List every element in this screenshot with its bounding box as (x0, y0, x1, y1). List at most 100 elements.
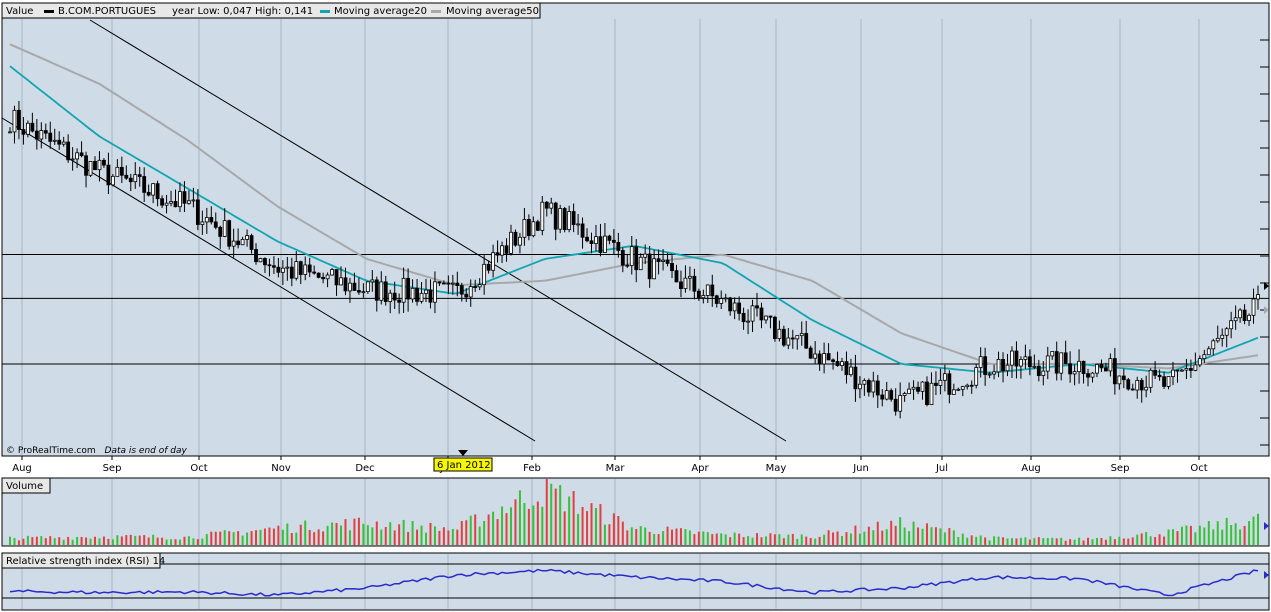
candle-body (773, 316, 777, 339)
volume-bar (187, 536, 190, 545)
candle-body (61, 141, 66, 145)
volume-bar (823, 534, 826, 545)
volume-bar (1221, 529, 1224, 545)
candle-body (213, 221, 218, 228)
volume-bar (89, 538, 92, 545)
year-range-label: year Low: 0,047 High: 0,141 (172, 6, 313, 17)
volume-bar (80, 537, 83, 545)
volume-bar (581, 507, 584, 545)
volume-bar (170, 539, 173, 545)
candle-body (1251, 298, 1256, 316)
volume-bar (295, 532, 298, 545)
candle-body (93, 160, 97, 171)
volume-bar (161, 537, 164, 545)
volume-bar (706, 532, 709, 545)
volume-bar (353, 518, 356, 545)
volume-bar (98, 538, 101, 545)
candle-body (1023, 356, 1028, 360)
volume-bar (416, 529, 419, 545)
volume-bar (791, 533, 794, 545)
volume-bar (1082, 540, 1085, 545)
volume-bar (984, 537, 987, 545)
volume-bar (174, 539, 177, 545)
volume-bar (814, 538, 817, 545)
volume-bar (214, 531, 217, 545)
candle-body (768, 315, 773, 318)
volume-bar (129, 534, 132, 545)
date-cursor[interactable]: 6 Jan 2012 (433, 450, 493, 472)
volume-bar (31, 537, 34, 545)
volume-bar (344, 519, 347, 545)
volume-bar (532, 505, 535, 545)
volume-bar (733, 532, 736, 545)
candle-body (491, 252, 495, 271)
volume-bar (702, 531, 705, 545)
ticker-swatch (44, 10, 54, 13)
candle-body (1139, 380, 1144, 391)
volume-bar (375, 521, 378, 545)
candle-body (459, 285, 464, 295)
candle-body (187, 200, 191, 204)
volume-bar (62, 539, 65, 545)
candle-body (500, 245, 504, 256)
volume-bar (872, 530, 875, 545)
volume-bar (156, 537, 159, 545)
candle-body (428, 289, 433, 303)
volume-bar (1028, 539, 1031, 545)
volume-bar (223, 530, 226, 545)
candle-body (406, 277, 411, 300)
volume-bar (1109, 536, 1112, 545)
candle-body (1095, 364, 1099, 374)
volume-bar (563, 511, 566, 545)
footer-note: Data is end of day (105, 446, 188, 456)
volume-bar (518, 490, 521, 545)
candle-body (128, 177, 133, 183)
volume-bar (357, 517, 360, 545)
month-label: Oct (1190, 463, 1207, 474)
volume-bar (219, 531, 222, 545)
candle-body (280, 267, 285, 273)
candle-body (410, 287, 415, 300)
candle-body (1197, 358, 1202, 366)
candle-body (902, 393, 907, 396)
volume-bar (1154, 537, 1157, 545)
month-label: Feb (523, 463, 541, 474)
volume-bar (433, 526, 436, 545)
volume-bar (541, 506, 544, 545)
candle-body (182, 191, 187, 204)
volume-bar (362, 523, 365, 545)
volume-bar (764, 536, 767, 545)
volume-bar (648, 531, 651, 545)
candle-body (723, 297, 728, 300)
candle-body (1171, 369, 1175, 377)
candle-body (115, 166, 120, 177)
candle-body (374, 279, 379, 301)
volume-bar (1095, 538, 1098, 545)
candle-body (30, 122, 35, 132)
volume-bar (630, 527, 633, 545)
volume-bar (402, 519, 405, 545)
volume-bar (1042, 538, 1045, 545)
price-plot-area (1, 2, 1270, 457)
volume-bar (934, 527, 937, 545)
volume-bar (720, 533, 723, 545)
volume-bar (1212, 529, 1215, 545)
candle-body (996, 359, 1001, 373)
volume-bar (867, 526, 870, 545)
month-label: Nov (271, 463, 291, 474)
volume-bar (1225, 517, 1228, 545)
month-label: Jun (852, 463, 869, 474)
volume-bar (196, 539, 199, 545)
volume-bar (586, 511, 589, 545)
candle-body (75, 152, 79, 160)
candle-body (670, 263, 674, 272)
candle-body (638, 256, 643, 271)
candle-body (312, 271, 317, 274)
month-axis: AugSepOctNovDecJanFebMarAprMayJunJulAugS… (12, 456, 1208, 474)
candle-body (835, 361, 840, 366)
candle-body (164, 202, 169, 206)
candle-body (383, 281, 388, 302)
candle-body (298, 261, 303, 275)
volume-bar (317, 529, 320, 545)
volume-bar (693, 534, 696, 545)
